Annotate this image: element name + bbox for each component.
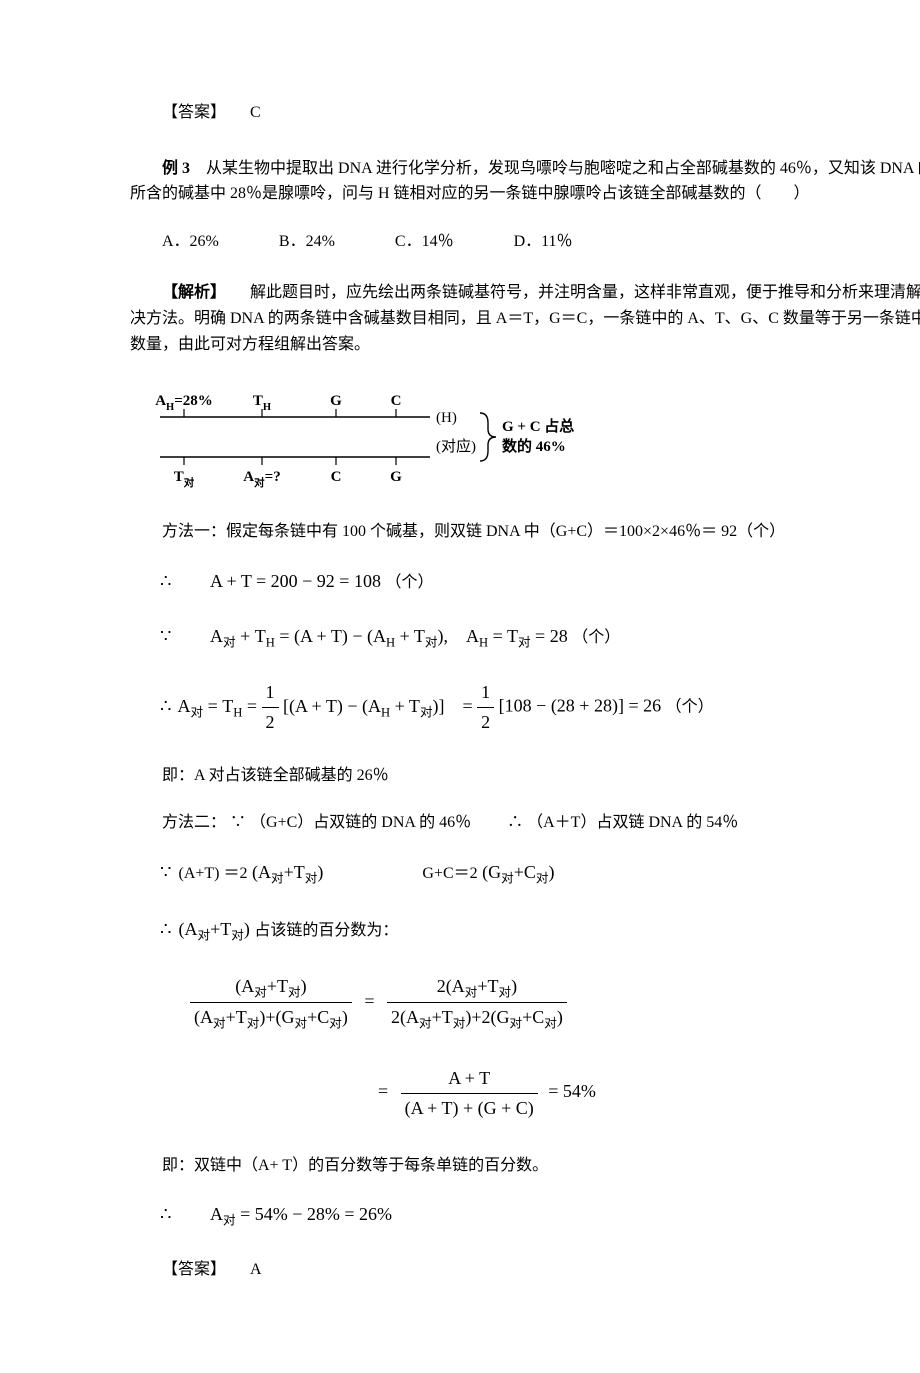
answer-value: C: [250, 104, 261, 121]
big-frac-1: (A对+T对) (A对+T对)+(G对+C对): [190, 972, 352, 1034]
answer3: 【答案】 A: [130, 1257, 920, 1283]
m1-line3: ∵ A对 + TH = (A + T) − (AH + T对), AH = T对…: [160, 622, 920, 653]
method2-intro: 方法二： ∵ （G+C）占双链的 DNA 的 46％ ∴ （A＋T）占双链 DN…: [130, 810, 920, 836]
svg-text:G: G: [330, 393, 342, 409]
svg-text:数的 46%: 数的 46%: [502, 437, 566, 455]
svg-text:(H): (H): [436, 410, 457, 426]
example3-text: 从某生物中提取出 DNA 进行化学分析，发现鸟嘌呤与胞嘧啶之和占全部碱基数的 4…: [130, 160, 920, 203]
svg-text:(对应): (对应): [436, 437, 476, 455]
svg-text:C: C: [331, 469, 342, 485]
svg-text:T对: T对: [174, 469, 195, 489]
example3-label: 例 3: [162, 160, 190, 177]
m2-final: ∴ A对 = 54% − 28% = 26%: [160, 1200, 920, 1231]
frac-half-2: 12: [477, 678, 494, 737]
example3-stem: 例 3 从某生物中提取出 DNA 进行化学分析，发现鸟嘌呤与胞嘧啶之和占全部碱基…: [130, 156, 920, 207]
m1-line4: ∴ A对 = TH = 12 [(A + T) − (AH + T对)] = 1…: [160, 678, 920, 737]
analysis-block: 【解析】 解此题目时，应先绘出两条链碱基符号，并注明含量，这样非常直观，便于推导…: [130, 280, 920, 357]
option-C: C．14％: [395, 233, 454, 250]
big-frac-2: 2(A对+T对) 2(A对+T对)+2(G对+C对): [387, 972, 567, 1034]
m2-row2: ∵ (A+T) ＝2 (A对+T对) G+C＝2 (G对+C对): [160, 858, 920, 889]
m2-step2-eq: = A + T (A + T) + (G + C) = 54%: [370, 1064, 920, 1123]
m1-line2: ∴ A + T = 200 − 92 = 108 （个）: [160, 567, 920, 596]
step2-frac: A + T (A + T) + (G + C): [401, 1064, 538, 1123]
prev-answer: 【答案】 C: [130, 100, 920, 126]
answer3-value: A: [250, 1261, 262, 1278]
method1-intro: 方法一：假定每条链中有 100 个碱基，则双链 DNA 中（G+C）＝100×2…: [130, 519, 920, 545]
svg-text:C: C: [391, 393, 402, 409]
option-A: A．26%: [162, 233, 219, 250]
dna-diagram: AH=28%T对THA对=?GCCG(H)(对应)G + C 占总数的 46%: [150, 379, 920, 489]
method1-conclusion: 即：A 对占该链全部碱基的 26％: [130, 763, 920, 789]
svg-text:A对=?: A对=?: [243, 469, 280, 489]
svg-text:G: G: [390, 469, 402, 485]
analysis-text: 解此题目时，应先绘出两条链碱基符号，并注明含量，这样非常直观，便于推导和分析来理…: [130, 284, 920, 352]
example3-options: A．26% B．24% C．14％ D．11％: [130, 229, 920, 255]
svg-text:G + C 占总: G + C 占总: [502, 417, 574, 435]
analysis-label: 【解析】: [162, 284, 218, 301]
method2-conclusion: 即：双链中（A+ T）的百分数等于每条单链的百分数。: [130, 1153, 920, 1179]
option-D: D．11％: [514, 233, 573, 250]
answer-label: 【答案】: [162, 104, 218, 121]
frac-half-1: 12: [262, 678, 279, 737]
svg-text:TH: TH: [253, 393, 271, 413]
option-B: B．24%: [279, 233, 335, 250]
m2-big-eq: (A对+T对) (A对+T对)+(G对+C对) = 2(A对+T对) 2(A对+…: [190, 972, 920, 1034]
answer3-label: 【答案】: [162, 1261, 218, 1278]
m2-row3: ∴ (A对+T对) 占该链的百分数为：: [160, 915, 920, 946]
